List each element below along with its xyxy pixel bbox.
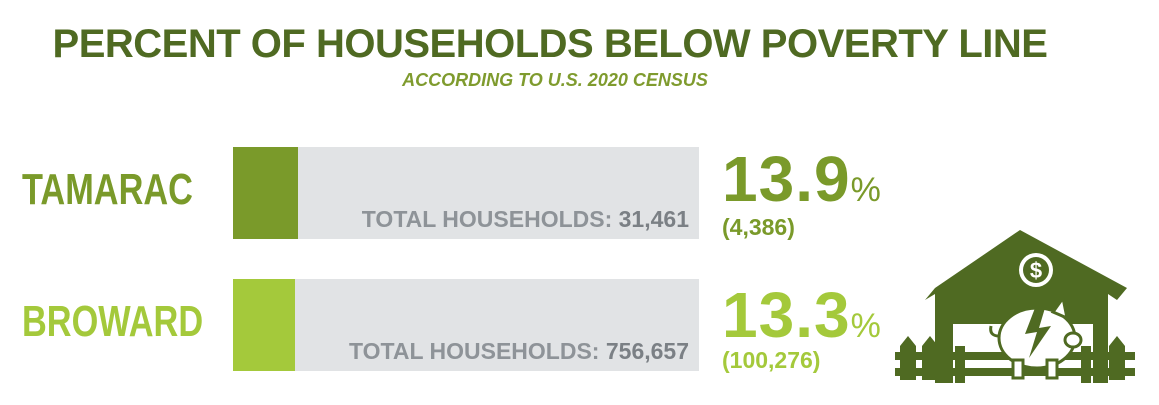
total-households-label: TOTAL HOUSEHOLDS: — [361, 206, 613, 232]
value-label-broward: 13.3% — [722, 283, 882, 347]
bar-track-tamarac: TOTAL HOUSEHOLDS: 31,461 — [233, 147, 699, 239]
percent-sign: % — [850, 171, 882, 209]
value-label-tamarac: 13.9% — [722, 147, 882, 211]
value-tamarac: 13.9 — [722, 143, 851, 215]
total-households-value-tamarac: 31,461 — [618, 206, 689, 232]
category-label-broward: BROWARD — [22, 297, 204, 346]
total-households-label: TOTAL HOUSEHOLDS: — [349, 338, 600, 364]
chart-subtitle: ACCORDING TO U.S. 2020 CENSUS — [402, 70, 708, 90]
chart-title: PERCENT OF HOUSEHOLDS BELOW POVERTY LINE — [52, 22, 1048, 66]
bar-broward — [233, 279, 295, 371]
category-label-tamarac: TAMARAC — [22, 165, 193, 214]
house-piggy-bank-icon: $ — [895, 230, 1135, 383]
total-households-broward: TOTAL HOUSEHOLDS: 756,657 — [349, 338, 689, 365]
bar-tamarac — [233, 147, 298, 239]
households-below-broward: (100,276) — [722, 347, 821, 373]
bar-track-broward: TOTAL HOUSEHOLDS: 756,657 — [233, 279, 699, 371]
households-below-tamarac: (4,386) — [722, 214, 795, 240]
percent-sign: % — [850, 307, 882, 345]
value-broward: 13.3 — [722, 279, 851, 351]
total-households-value-broward: 756,657 — [605, 338, 689, 364]
dollar-symbol: $ — [1030, 258, 1042, 283]
total-households-tamarac: TOTAL HOUSEHOLDS: 31,461 — [362, 206, 689, 233]
